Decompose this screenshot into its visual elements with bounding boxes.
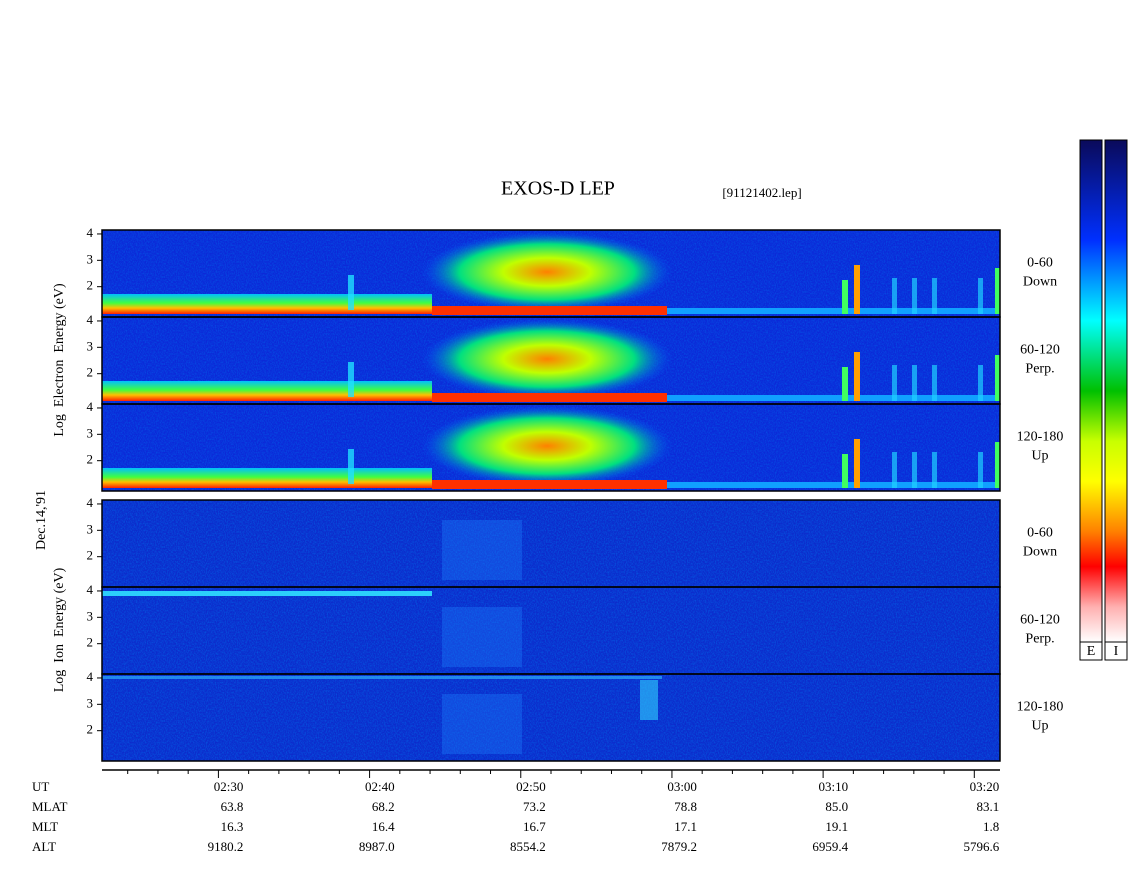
direction-label: Down [1023, 545, 1057, 560]
row-value: 73.2 [523, 799, 546, 814]
x-tick-label: 02:50 [516, 779, 546, 794]
title: EXOS-D LEP [501, 178, 615, 200]
y-tick-label: 4 [87, 225, 94, 240]
x-tick-label: 03:10 [818, 779, 848, 794]
angle-label: 0-60 [1027, 526, 1053, 541]
y-tick-label: 4 [87, 495, 94, 510]
y-tick-label: 4 [87, 582, 94, 597]
row-label: MLAT [32, 799, 67, 814]
row-value: 16.4 [372, 819, 395, 834]
color-bar-label: E [1087, 644, 1096, 659]
row-value: 78.8 [674, 799, 697, 814]
row-value: 16.7 [523, 819, 546, 834]
row-value: 6959.4 [812, 839, 848, 854]
row-value: 8554.2 [510, 839, 546, 854]
row-value: 63.8 [221, 799, 244, 814]
spectrogram-image [102, 674, 1000, 761]
ion-band [102, 676, 662, 679]
spectrogram-image [102, 404, 1000, 491]
y-tick-label: 2 [87, 365, 94, 380]
ion-band [102, 591, 432, 596]
x-tick-label: 03:20 [970, 779, 1000, 794]
direction-label: Up [1031, 719, 1048, 734]
y-axis-label: Log Electron Energy (eV) [52, 283, 67, 437]
y-tick-label: 2 [87, 635, 94, 650]
row-value: 19.1 [825, 819, 848, 834]
y-tick-label: 3 [87, 338, 94, 353]
direction-label: Down [1023, 275, 1057, 290]
direction-label: Up [1031, 449, 1048, 464]
row-label: ALT [32, 839, 56, 854]
angle-label: 120-180 [1017, 430, 1064, 445]
y-tick-label: 4 [87, 312, 94, 327]
y-tick-label: 3 [87, 695, 94, 710]
y-tick-label: 2 [87, 548, 94, 563]
panel-frame [101, 673, 1001, 762]
row-value: 83.1 [977, 799, 1000, 814]
y-tick-label: 3 [87, 425, 94, 440]
row-value: 85.0 [825, 799, 848, 814]
x-tick-label: 02:40 [365, 779, 395, 794]
color-bar-label-box [1079, 641, 1103, 661]
row-label: MLT [32, 819, 58, 834]
y-tick-label: 2 [87, 452, 94, 467]
color-bar [1079, 139, 1103, 643]
x-tick-label: 03:00 [667, 779, 697, 794]
angle-label: 0-60 [1027, 256, 1053, 271]
angle-label: 120-180 [1017, 700, 1064, 715]
y-tick-label: 3 [87, 521, 94, 536]
direction-label: Perp. [1025, 632, 1054, 647]
y-tick-label: 2 [87, 278, 94, 293]
angle-label: 60-120 [1020, 343, 1060, 358]
spectrogram-image [102, 500, 1000, 587]
color-bar-label-box [1104, 641, 1128, 661]
ion-burst [640, 680, 658, 720]
y-tick-label: 3 [87, 608, 94, 623]
row-label: UT [32, 779, 49, 794]
spectrogram-image [102, 317, 1000, 404]
direction-label: Perp. [1025, 362, 1054, 377]
row-value: 7879.2 [661, 839, 697, 854]
row-value: 9180.2 [208, 839, 244, 854]
row-value: 16.3 [221, 819, 244, 834]
row-value: 68.2 [372, 799, 395, 814]
row-value: 5796.6 [964, 839, 1000, 854]
panel-frame [101, 403, 1001, 492]
row-value: 8987.0 [359, 839, 395, 854]
color-bar-label: I [1114, 644, 1119, 659]
y-tick-label: 4 [87, 669, 94, 684]
angle-label: 60-120 [1020, 613, 1060, 628]
y-tick-label: 4 [87, 399, 94, 414]
row-value: 1.8 [983, 819, 999, 834]
y-tick-label: 2 [87, 722, 94, 737]
y-axis-label: Log Ion Energy (eV) [52, 567, 67, 692]
date: Dec.14,'91 [34, 490, 49, 550]
row-value: 17.1 [674, 819, 697, 834]
spectrogram-image [102, 230, 1000, 317]
y-tick-label: 3 [87, 251, 94, 266]
color-bar [1104, 139, 1128, 643]
file-name: [91121402.lep] [722, 185, 801, 200]
spectrogram-image [102, 587, 1000, 674]
x-tick-label: 02:30 [214, 779, 244, 794]
